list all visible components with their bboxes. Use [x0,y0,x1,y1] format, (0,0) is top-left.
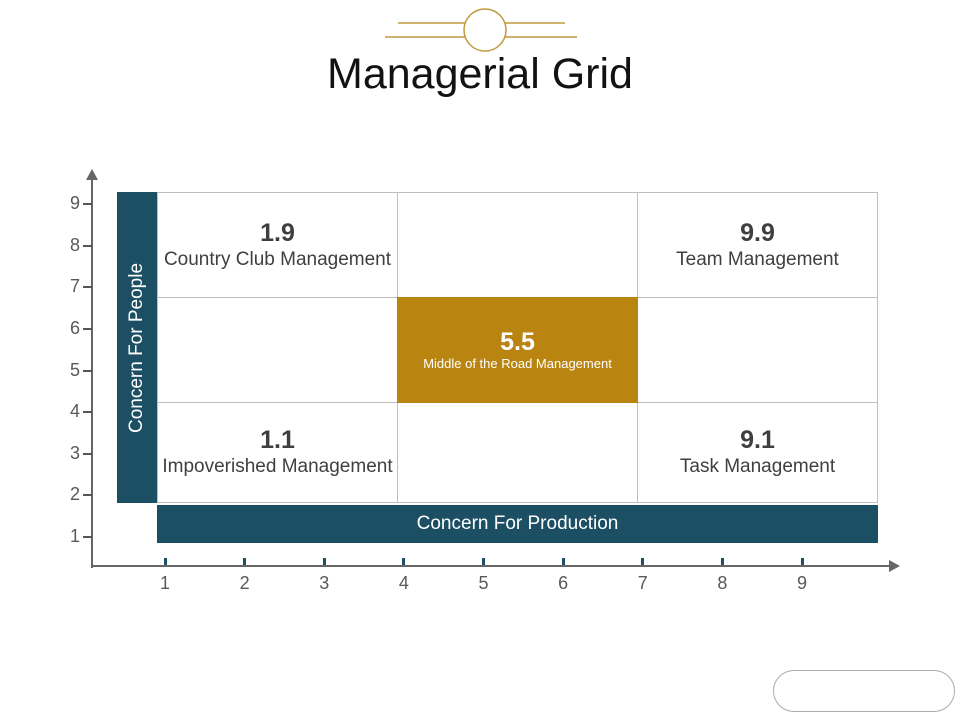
y-axis-title-bar: Concern For People [117,192,157,503]
cell-middle-of-the-road-management: 5.5 Middle of the Road Management [397,297,638,403]
y-tick-label: 5 [69,359,80,380]
x-tick-label: 5 [478,573,489,593]
grid-line-vertical-1 [397,193,398,502]
cell-score: 1.1 [260,426,295,455]
ornament-circle [463,8,507,52]
cell-country-club-management: 1.9 Country Club Management [158,193,397,297]
x-axis-title: Concern For Production [416,513,619,534]
x-axis-arrow-icon [889,560,900,572]
cell-score: 1.9 [260,218,295,247]
y-tick-mark [83,244,92,247]
cell-score: 9.9 [740,218,775,247]
x-tick-label: 2 [239,573,250,593]
x-tick-mark [482,558,485,565]
y-tick-mark [83,286,92,289]
cell-task-management: 9.1 Task Management [638,403,877,502]
y-tick-label: 4 [69,401,80,422]
cell-label: Team Management [676,248,839,270]
cell-impoverished-management: 1.1 Impoverished Management [158,403,397,502]
cell-label: Impoverished Management [162,456,393,477]
x-tick-mark [163,558,167,565]
y-tick-mark [83,536,92,538]
x-tick-mark [720,558,724,565]
x-tick-mark [561,558,565,565]
cell-label: Task Management [679,456,836,477]
y-tick-mark [83,452,92,455]
x-tick-label: 4 [398,573,409,593]
y-axis-arrow-icon [86,169,98,180]
y-tick-label: 7 [69,276,80,297]
cell-label: Country Club Management [163,248,392,270]
y-tick-mark [83,494,92,497]
y-tick-label: 8 [69,234,80,255]
y-tick-mark [83,411,92,414]
x-tick-label: 1 [159,573,170,593]
y-axis-line [91,179,93,568]
cell-label: Middle of the Road Management [423,356,612,372]
cell-score: 9.1 [740,426,775,455]
x-tick-mark [641,558,645,565]
grid-line-horizontal-2 [158,402,877,403]
x-axis-line [91,565,890,567]
y-axis-title: Concern For People [126,262,148,433]
x-tick-mark [800,558,804,565]
y-tick-label: 1 [69,526,80,546]
x-tick-label: 3 [319,573,330,593]
x-tick-mark [243,558,247,565]
y-tick-label: 6 [69,317,80,338]
x-tick-label: 6 [558,573,569,593]
page-title: Managerial Grid [327,50,633,98]
y-tick-label: 9 [69,193,80,213]
y-tick-label: 2 [69,484,80,505]
x-tick-mark [402,558,406,565]
y-tick-mark [83,327,92,330]
x-tick-mark [322,558,326,565]
managerial-grid: 1.9 Country Club Management 9.9 Team Man… [157,192,878,503]
header-ornament [385,8,577,52]
cell-team-management: 9.9 Team Management [638,193,877,297]
y-tick-mark [83,369,92,372]
grid-line-horizontal-1 [158,297,877,298]
y-tick-label: 3 [69,442,80,463]
x-tick-label: 8 [717,573,728,593]
footer-placeholder [773,670,955,712]
y-tick-mark [83,203,92,205]
x-axis-title-bar: Concern For Production [157,505,878,543]
grid-line-vertical-2 [637,193,638,502]
cell-score: 5.5 [500,327,535,356]
x-tick-label: 7 [637,573,648,593]
x-tick-label: 9 [796,573,807,593]
